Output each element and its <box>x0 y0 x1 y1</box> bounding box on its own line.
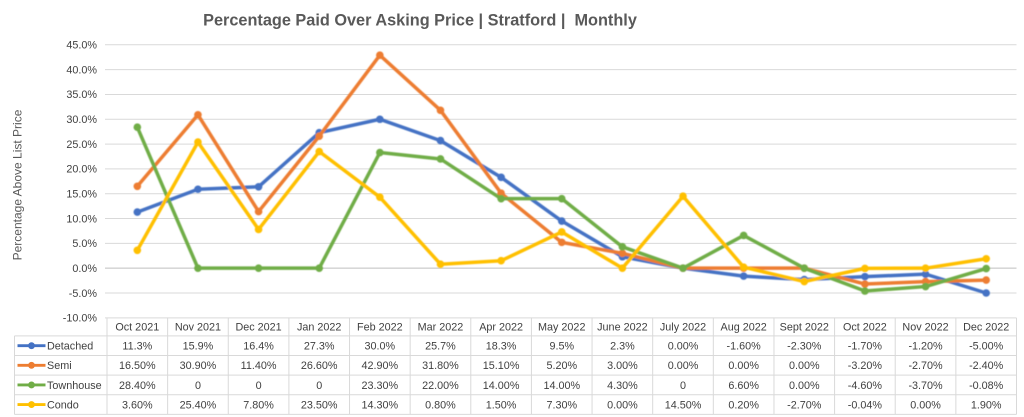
svg-text:25.40%: 25.40% <box>180 399 217 411</box>
svg-text:22.00%: 22.00% <box>422 380 459 392</box>
svg-text:28.40%: 28.40% <box>119 380 156 392</box>
svg-text:Condo: Condo <box>47 399 79 411</box>
svg-text:-0.08%: -0.08% <box>969 380 1004 392</box>
svg-text:Semi: Semi <box>47 360 72 372</box>
svg-text:-2.30%: -2.30% <box>787 341 822 353</box>
svg-text:1.50%: 1.50% <box>486 399 517 411</box>
svg-text:Aug 2022: Aug 2022 <box>721 322 767 334</box>
svg-text:9.5%: 9.5% <box>549 341 574 353</box>
svg-text:4.30%: 4.30% <box>607 380 638 392</box>
svg-text:Oct 2022: Oct 2022 <box>843 322 887 334</box>
svg-text:Percentage Above List Price: Percentage Above List Price <box>11 109 25 260</box>
svg-text:July 2022: July 2022 <box>660 322 706 334</box>
svg-text:June 2022: June 2022 <box>597 322 647 334</box>
svg-text:0.00%: 0.00% <box>910 399 941 411</box>
svg-text:2.3%: 2.3% <box>610 341 635 353</box>
svg-text:27.3%: 27.3% <box>304 341 335 353</box>
svg-text:Dec 2021: Dec 2021 <box>235 322 281 334</box>
svg-text:14.50%: 14.50% <box>665 399 702 411</box>
svg-text:45.0%: 45.0% <box>66 40 97 52</box>
svg-text:-2.40%: -2.40% <box>969 360 1004 372</box>
svg-text:42.90%: 42.90% <box>362 360 399 372</box>
svg-text:25.7%: 25.7% <box>425 341 456 353</box>
svg-text:26.60%: 26.60% <box>301 360 338 372</box>
svg-text:5.0%: 5.0% <box>72 238 97 250</box>
svg-text:0.00%: 0.00% <box>728 360 759 372</box>
svg-text:Jan 2022: Jan 2022 <box>297 322 341 334</box>
svg-text:Apr 2022: Apr 2022 <box>479 322 523 334</box>
svg-text:15.9%: 15.9% <box>183 341 214 353</box>
svg-text:16.4%: 16.4% <box>243 341 274 353</box>
svg-text:Nov 2022: Nov 2022 <box>902 322 948 334</box>
svg-text:0: 0 <box>195 380 201 392</box>
svg-text:-5.0%: -5.0% <box>69 288 98 300</box>
svg-text:-1.60%: -1.60% <box>727 341 762 353</box>
svg-text:Mar 2022: Mar 2022 <box>418 322 464 334</box>
svg-text:23.30%: 23.30% <box>362 380 399 392</box>
svg-text:14.00%: 14.00% <box>543 380 580 392</box>
svg-text:-5.00%: -5.00% <box>969 341 1004 353</box>
svg-text:0.0%: 0.0% <box>72 263 97 275</box>
svg-text:-4.60%: -4.60% <box>848 380 883 392</box>
svg-text:0: 0 <box>256 380 262 392</box>
svg-text:6.60%: 6.60% <box>728 380 759 392</box>
svg-text:5.20%: 5.20% <box>546 360 577 372</box>
svg-text:1.90%: 1.90% <box>971 399 1002 411</box>
svg-text:7.30%: 7.30% <box>546 399 577 411</box>
svg-text:-3.20%: -3.20% <box>848 360 883 372</box>
svg-text:-1.70%: -1.70% <box>848 341 883 353</box>
svg-text:0.00%: 0.00% <box>789 380 820 392</box>
svg-text:Sept 2022: Sept 2022 <box>780 322 829 334</box>
svg-text:25.0%: 25.0% <box>66 139 97 151</box>
svg-text:3.60%: 3.60% <box>122 399 153 411</box>
svg-text:35.0%: 35.0% <box>66 89 97 101</box>
svg-text:0.20%: 0.20% <box>728 399 759 411</box>
svg-text:May 2022: May 2022 <box>538 322 585 334</box>
svg-text:Feb 2022: Feb 2022 <box>357 322 403 334</box>
svg-text:Dec 2022: Dec 2022 <box>963 322 1009 334</box>
svg-text:23.50%: 23.50% <box>301 399 338 411</box>
svg-text:30.0%: 30.0% <box>66 114 97 126</box>
svg-text:Percentage Paid Over Asking Pr: Percentage Paid Over Asking Price | Stra… <box>203 12 637 30</box>
svg-text:-2.70%: -2.70% <box>787 399 822 411</box>
svg-text:Oct 2021: Oct 2021 <box>115 322 159 334</box>
svg-text:0.00%: 0.00% <box>607 399 638 411</box>
svg-text:7.80%: 7.80% <box>243 399 274 411</box>
svg-text:11.40%: 11.40% <box>241 360 277 372</box>
svg-text:-1.20%: -1.20% <box>908 341 943 353</box>
svg-text:0.00%: 0.00% <box>789 360 820 372</box>
svg-text:30.90%: 30.90% <box>180 360 217 372</box>
svg-text:14.30%: 14.30% <box>362 399 399 411</box>
svg-text:40.0%: 40.0% <box>66 64 97 76</box>
svg-text:14.00%: 14.00% <box>483 380 520 392</box>
svg-text:0.00%: 0.00% <box>668 360 699 372</box>
svg-text:20.0%: 20.0% <box>66 164 97 176</box>
svg-text:10.0%: 10.0% <box>66 213 97 225</box>
svg-text:-0.04%: -0.04% <box>848 399 883 411</box>
svg-text:30.0%: 30.0% <box>365 341 396 353</box>
svg-text:0: 0 <box>680 380 686 392</box>
svg-text:11.3%: 11.3% <box>122 341 152 353</box>
svg-text:15.10%: 15.10% <box>483 360 520 372</box>
svg-text:0.80%: 0.80% <box>425 399 456 411</box>
svg-text:Detached: Detached <box>47 341 93 353</box>
svg-text:Townhouse: Townhouse <box>47 380 102 392</box>
svg-text:16.50%: 16.50% <box>119 360 156 372</box>
svg-text:3.00%: 3.00% <box>607 360 638 372</box>
svg-text:15.0%: 15.0% <box>66 189 97 201</box>
svg-text:-3.70%: -3.70% <box>908 380 943 392</box>
svg-text:18.3%: 18.3% <box>486 341 517 353</box>
svg-text:-10.0%: -10.0% <box>63 313 98 325</box>
svg-text:-2.70%: -2.70% <box>908 360 943 372</box>
svg-text:Nov 2021: Nov 2021 <box>175 322 221 334</box>
svg-text:0.00%: 0.00% <box>668 341 699 353</box>
svg-text:0: 0 <box>316 380 322 392</box>
svg-text:31.80%: 31.80% <box>422 360 459 372</box>
